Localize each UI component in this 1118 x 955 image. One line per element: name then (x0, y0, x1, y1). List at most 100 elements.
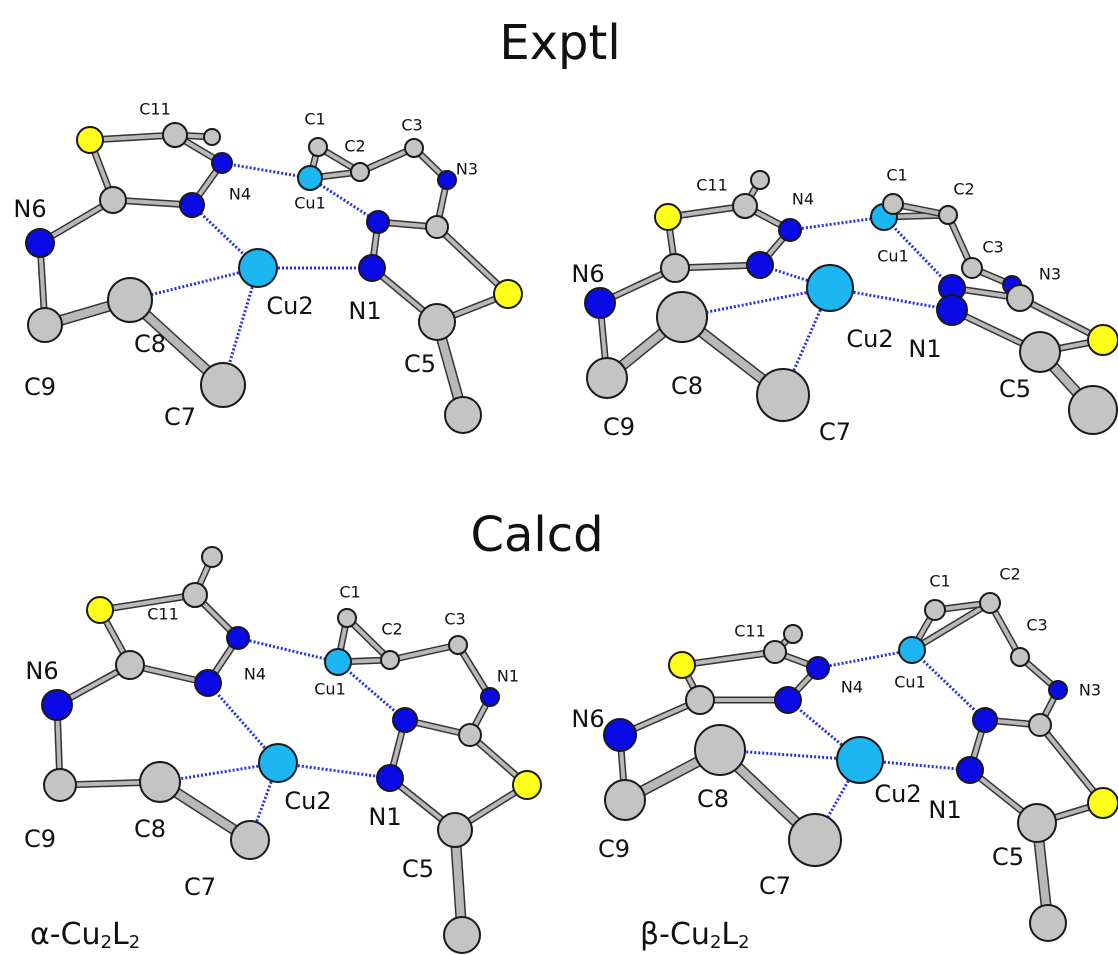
atom (882, 193, 904, 215)
atom (685, 685, 715, 715)
atom (1017, 803, 1057, 843)
atom (107, 277, 153, 323)
coordination-bond (221, 161, 311, 180)
coordination-bond (277, 761, 391, 780)
coordination-bond (910, 648, 987, 722)
atom (694, 724, 746, 776)
bond (389, 643, 459, 662)
atom-label: Cu1 (294, 194, 326, 213)
atom-label: C9 (598, 835, 630, 863)
atom-label: C8 (671, 372, 703, 400)
atom (258, 743, 298, 783)
bond (89, 133, 176, 142)
bond (910, 601, 992, 652)
atom (418, 303, 456, 341)
atom (586, 357, 628, 399)
atom-label: N4 (229, 185, 251, 204)
atom-label: C7 (759, 872, 791, 900)
atom-label: C7 (184, 873, 216, 901)
atom (448, 635, 468, 655)
atom (376, 764, 404, 792)
atom (86, 596, 114, 624)
atom (380, 650, 400, 670)
atom (201, 546, 223, 568)
atom-label: C1 (304, 110, 325, 129)
atom-label: N1 (348, 297, 381, 325)
caption-text: β-Cu (640, 917, 710, 952)
atom (1006, 284, 1034, 312)
atom (358, 254, 386, 282)
atom (425, 215, 449, 239)
atom-label: Cu1 (877, 247, 909, 266)
atom (43, 768, 77, 802)
atom (778, 218, 802, 242)
atom (162, 122, 188, 148)
atom-label: C3 (982, 238, 1003, 257)
atom-label: C8 (134, 815, 166, 843)
atom (1029, 904, 1067, 942)
atom (41, 689, 73, 721)
atom-label: C9 (603, 413, 635, 441)
atom-label: N1 (908, 335, 941, 363)
atom-label: N6 (25, 657, 58, 685)
atom-label: C7 (819, 418, 851, 446)
atom (806, 264, 854, 312)
atom-label: N6 (571, 705, 604, 733)
atom-label: C5 (992, 843, 1024, 871)
caption-text: α-Cu (30, 917, 101, 952)
atom (961, 257, 983, 279)
atom (1010, 647, 1030, 667)
bond (435, 225, 510, 296)
atom-label: C1 (339, 583, 360, 602)
bond (99, 593, 196, 612)
caption-text: L (112, 917, 129, 952)
atom-label: N6 (13, 195, 46, 223)
atom (203, 128, 221, 146)
atom (27, 307, 63, 343)
coordination-bond (859, 758, 971, 772)
caption: α-Cu2L2 (30, 917, 140, 954)
atom (979, 592, 1001, 614)
atom (182, 582, 208, 608)
coordination-bond (237, 636, 339, 664)
atom (936, 294, 968, 326)
atom (836, 736, 884, 784)
atom-label: C3 (444, 610, 465, 629)
coordination-bond (789, 215, 885, 232)
atom (512, 770, 542, 800)
atom (337, 608, 357, 628)
atom-label: C5 (404, 350, 436, 378)
coordination-bond (817, 648, 913, 670)
coordination-bond (337, 660, 406, 722)
caption-text: L (721, 917, 738, 952)
atom (443, 916, 481, 954)
atom (493, 279, 523, 309)
atom-label: Cu2 (266, 292, 313, 320)
atom (750, 170, 770, 190)
atom-label: N3 (1039, 265, 1061, 284)
atom-label: C1 (929, 572, 950, 591)
coordination-bond (309, 176, 379, 224)
atom (179, 192, 205, 218)
caption-sub: 2 (710, 932, 721, 953)
atom (584, 287, 616, 319)
atom (115, 650, 145, 680)
atom (444, 396, 482, 434)
atom (76, 126, 104, 154)
coordination-bond (882, 215, 954, 290)
atom (230, 820, 270, 860)
atom (458, 723, 482, 747)
atom-label: Cu1 (894, 673, 926, 692)
atom (774, 686, 802, 714)
atom-label: C9 (24, 373, 56, 401)
atom-label: Cu2 (846, 325, 893, 353)
atom (656, 291, 708, 343)
atom (668, 651, 696, 679)
atom (1048, 680, 1068, 700)
atom-label: N1 (928, 796, 961, 824)
